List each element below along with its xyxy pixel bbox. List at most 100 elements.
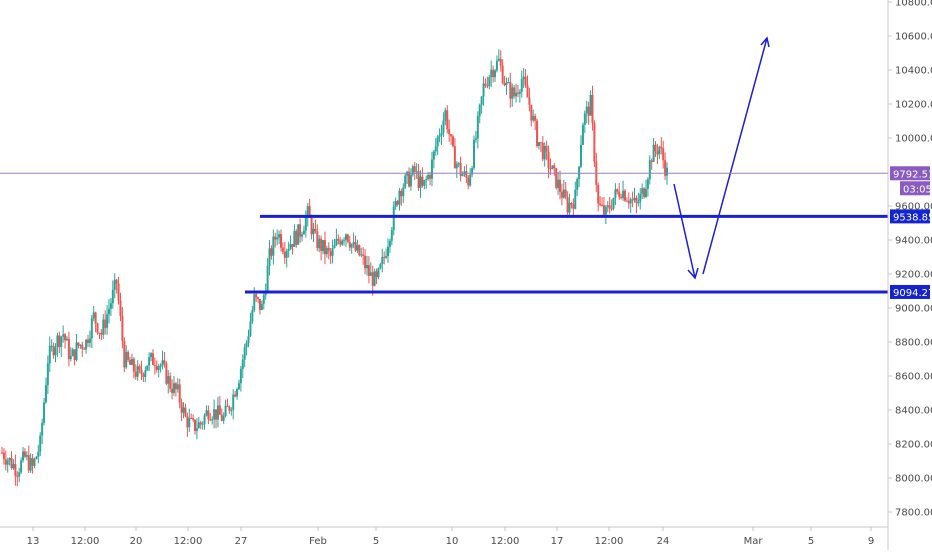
candle-body[interactable] [163, 360, 166, 364]
candle-body[interactable] [308, 206, 311, 218]
candle-body[interactable] [602, 205, 605, 215]
candle-body[interactable] [398, 190, 401, 205]
candle-body[interactable] [90, 318, 93, 339]
candle-body[interactable] [287, 249, 290, 252]
candle-body[interactable] [50, 345, 53, 347]
candle-body[interactable] [425, 179, 428, 181]
candle-body[interactable] [329, 251, 332, 256]
candle-body[interactable] [20, 460, 23, 473]
candle-body[interactable] [249, 321, 252, 336]
candle-body[interactable] [54, 347, 57, 356]
candle-body[interactable] [37, 451, 40, 457]
candle-body[interactable] [304, 217, 307, 231]
candle-body[interactable] [484, 83, 487, 86]
candle-body[interactable] [285, 251, 288, 258]
candle-body[interactable] [494, 70, 497, 78]
candle-body[interactable] [637, 202, 640, 204]
candle-body[interactable] [178, 384, 181, 403]
candle-body[interactable] [241, 359, 244, 370]
candle-body[interactable] [591, 95, 594, 123]
candle-body[interactable] [461, 174, 464, 176]
candle-body[interactable] [272, 236, 275, 256]
candle-body[interactable] [643, 188, 646, 197]
candle-body[interactable] [480, 96, 483, 105]
candle-body[interactable] [100, 332, 103, 335]
candle-body[interactable] [123, 340, 126, 368]
candle-body[interactable] [581, 124, 584, 145]
candle-body[interactable] [396, 201, 399, 205]
candle-body[interactable] [86, 339, 89, 343]
candle-body[interactable] [385, 256, 388, 258]
candle-body[interactable] [188, 418, 191, 428]
candle-body[interactable] [98, 332, 101, 334]
candle-body[interactable] [570, 202, 573, 205]
candle-body[interactable] [465, 171, 468, 178]
candle-body[interactable] [46, 363, 49, 386]
candle-body[interactable] [151, 353, 154, 366]
candle-body[interactable] [387, 246, 390, 257]
candle-body[interactable] [136, 366, 139, 377]
candle-body[interactable] [377, 268, 380, 278]
candle-body[interactable] [258, 298, 261, 310]
candle-body[interactable] [215, 409, 218, 420]
candle-body[interactable] [451, 136, 454, 147]
candle-body[interactable] [625, 200, 628, 202]
candle-body[interactable] [153, 365, 156, 367]
candle-body[interactable] [22, 451, 25, 461]
candle-body[interactable] [532, 115, 535, 121]
candle-body[interactable] [62, 334, 65, 337]
candle-body[interactable] [432, 151, 435, 160]
candle-body[interactable] [335, 238, 338, 246]
candle-body[interactable] [622, 190, 625, 198]
candle-body[interactable] [555, 168, 558, 188]
candle-body[interactable] [352, 242, 355, 245]
candle-body[interactable] [337, 238, 340, 241]
support-levels[interactable] [245, 214, 888, 294]
candle-body[interactable] [266, 265, 269, 292]
candle-body[interactable] [44, 385, 47, 403]
candle-body[interactable] [610, 208, 613, 210]
candle-body[interactable] [599, 203, 602, 206]
candle-body[interactable] [474, 138, 477, 141]
candle-body[interactable] [301, 234, 304, 237]
candle-body[interactable] [297, 224, 300, 245]
candle-body[interactable] [77, 342, 80, 346]
candle-body[interactable] [134, 371, 137, 377]
candle-body[interactable] [85, 339, 88, 350]
candle-body[interactable] [232, 394, 235, 410]
candle-body[interactable] [224, 405, 227, 417]
candle-body[interactable] [558, 179, 561, 192]
candle-body[interactable] [197, 422, 200, 429]
candle-body[interactable] [650, 160, 653, 162]
candle-body[interactable] [551, 165, 554, 170]
candle-body[interactable] [537, 142, 540, 147]
candle-body[interactable] [146, 365, 149, 371]
candle-body[interactable] [564, 189, 567, 198]
candle-body[interactable] [641, 188, 644, 194]
candle-body[interactable] [562, 189, 565, 198]
candle-body[interactable] [618, 191, 621, 198]
candle-body[interactable] [417, 171, 420, 189]
candle-body[interactable] [130, 358, 133, 365]
candle-body[interactable] [459, 162, 462, 176]
candle-body[interactable] [274, 236, 277, 240]
candle-body[interactable] [16, 475, 19, 477]
candle-body[interactable] [408, 171, 411, 187]
candle-body[interactable] [419, 176, 422, 189]
candle-body[interactable] [545, 146, 548, 152]
candles[interactable] [1, 49, 668, 487]
candle-body[interactable] [381, 256, 384, 265]
candle-body[interactable] [320, 238, 323, 252]
candle-body[interactable] [415, 171, 418, 173]
candle-body[interactable] [234, 394, 237, 397]
candle-body[interactable] [365, 265, 368, 269]
candle-body[interactable] [343, 239, 346, 241]
candle-body[interactable] [310, 217, 313, 235]
candle-body[interactable] [161, 360, 164, 366]
candle-body[interactable] [192, 418, 195, 420]
candle-body[interactable] [612, 197, 615, 209]
candle-body[interactable] [469, 174, 472, 186]
candle-body[interactable] [306, 206, 309, 218]
candle-body[interactable] [276, 237, 279, 240]
